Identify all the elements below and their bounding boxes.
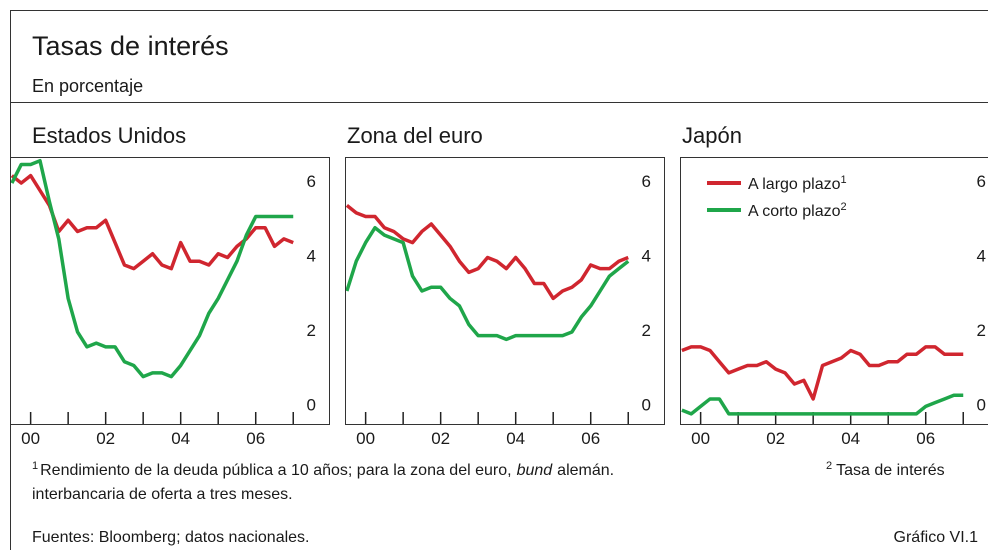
panel-title: Estados Unidos <box>32 123 186 148</box>
x-tick-label: 00 <box>691 429 710 448</box>
legend-entry: A corto plazo2 <box>748 201 847 220</box>
plot-frame <box>345 157 665 425</box>
footnote: 2 Tasa de interés <box>826 460 945 479</box>
footnote-text: Rendimiento de la deuda pública a 10 año… <box>40 462 511 479</box>
x-tick-label: 00 <box>21 429 40 448</box>
x-tick-label: 04 <box>841 429 860 448</box>
footnote-marker: 2 <box>826 460 832 472</box>
x-tick-label: 02 <box>96 429 115 448</box>
x-tick-label: 06 <box>581 429 600 448</box>
y-tick-label: 6 <box>307 172 316 191</box>
y-tick-label: 0 <box>307 396 316 415</box>
subtitle: En porcentaje <box>32 76 143 96</box>
series-line <box>345 204 629 301</box>
y-tick-label: 0 <box>977 396 986 415</box>
panel-title: Zona del euro <box>347 123 483 148</box>
plot-frame <box>10 157 330 425</box>
footnote: interbancaria de oferta a tres meses. <box>32 486 293 503</box>
footnote-text: Tasa de interés <box>836 462 945 479</box>
x-tick-label: 00 <box>356 429 375 448</box>
legend-entry: A largo plazo1 <box>748 174 847 193</box>
y-tick-label: 4 <box>977 247 986 266</box>
legend-note: 2 <box>841 201 847 213</box>
legend-label: A corto plazo <box>748 203 841 220</box>
series-line <box>10 158 294 379</box>
footnote: 1 Rendimiento de la deuda pública a 10 añ… <box>32 460 614 479</box>
y-tick-label: 6 <box>642 172 651 191</box>
legend-note: 1 <box>841 174 847 186</box>
source: Fuentes: Bloomberg; datos nacionales. <box>32 529 310 546</box>
plot-frame <box>680 157 988 425</box>
x-tick-label: 02 <box>431 429 450 448</box>
y-tick-label: 0 <box>642 396 651 415</box>
footnote-text: alemán. <box>557 462 614 479</box>
x-tick-label: 02 <box>766 429 785 448</box>
figure-id: Gráfico VI.1 <box>894 529 979 546</box>
x-tick-label: 06 <box>916 429 935 448</box>
panel-title: Japón <box>682 123 742 148</box>
y-tick-label: 2 <box>977 321 986 340</box>
x-tick-label: 04 <box>506 429 525 448</box>
y-tick-label: 4 <box>307 247 316 266</box>
y-tick-label: 4 <box>642 247 651 266</box>
series-line <box>681 345 964 401</box>
x-tick-label: 06 <box>246 429 265 448</box>
y-tick-label: 2 <box>307 321 316 340</box>
y-tick-label: 6 <box>977 172 986 191</box>
footnote-marker: 1 <box>32 460 38 472</box>
footnote-emphasis: bund <box>517 462 554 479</box>
title: Tasas de interés <box>32 31 229 61</box>
legend-label: A largo plazo <box>748 176 841 193</box>
x-tick-label: 04 <box>171 429 190 448</box>
y-tick-label: 2 <box>642 321 651 340</box>
series-line <box>345 225 630 342</box>
series-line <box>681 393 964 416</box>
